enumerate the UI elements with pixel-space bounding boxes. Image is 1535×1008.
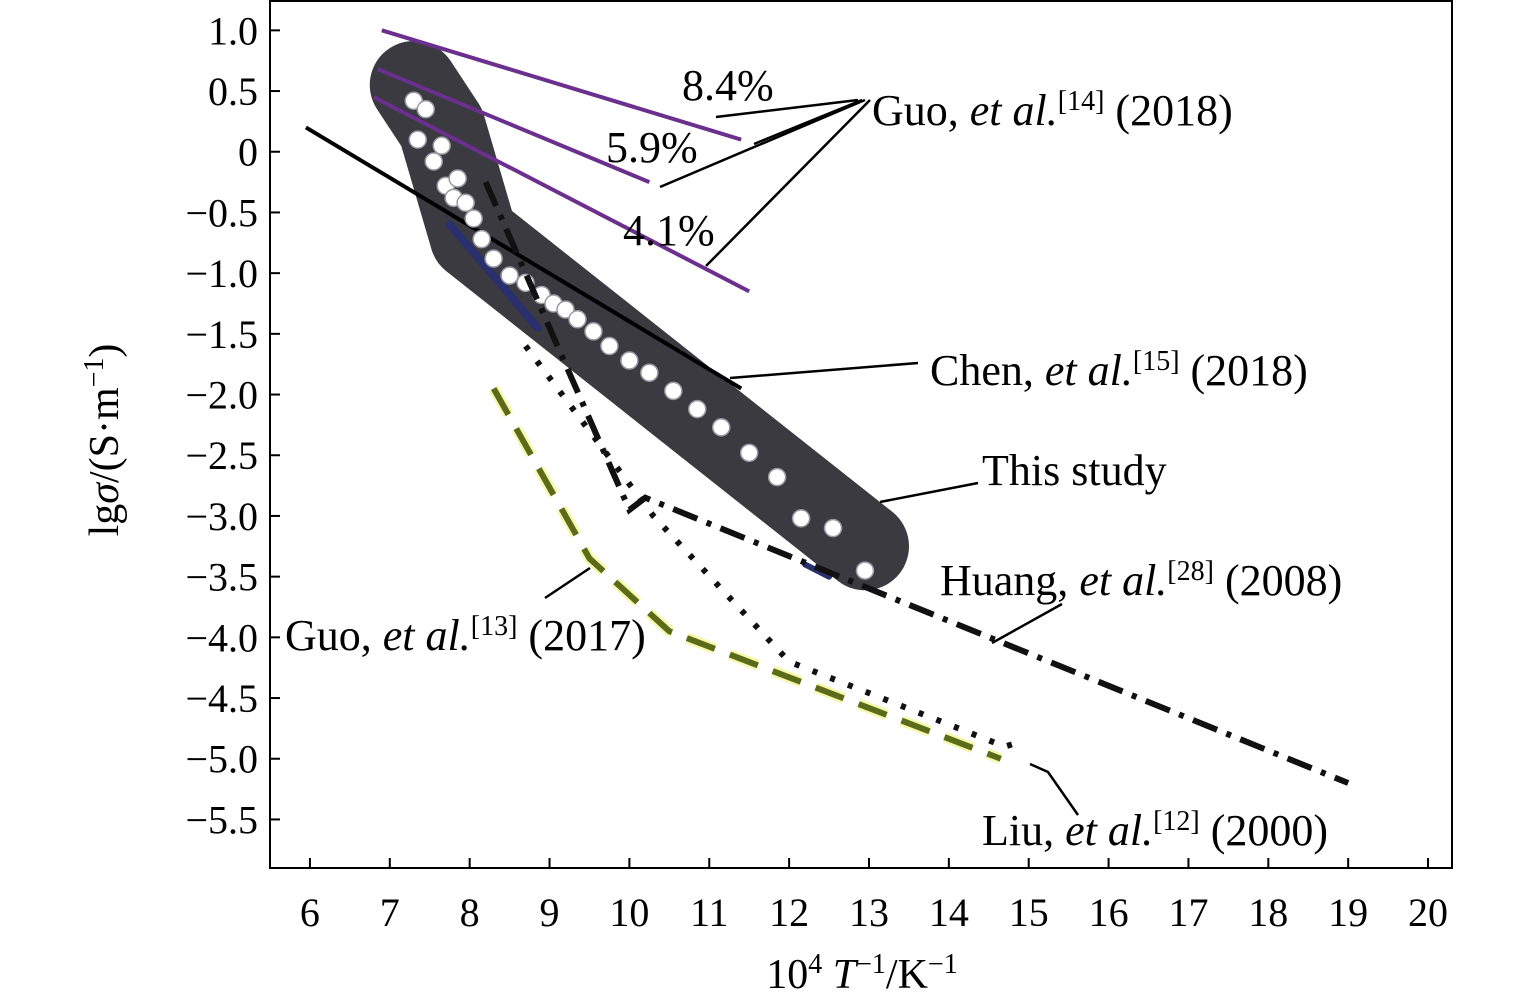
this-study-point [823,518,843,538]
annotation-guo14: Guo, et al.[14] (2018) [872,86,1233,136]
series-line [377,67,651,184]
axes: 6 7 8 9 10 11 12 13 14 15 16 17 18 19 20 1.0 0.5 0 −0.5 −1.… [185,0,1453,935]
leader-line [753,98,863,146]
plot-frame [269,0,1453,869]
leader-line [729,361,919,380]
x-tick-label: 14 [929,890,969,935]
this-study-point [711,418,731,437]
y-tick-label: 0.5 [208,69,258,114]
y-tick-label: −4.5 [185,676,258,721]
annotations: 8.4% 5.9% 4.1% Guo, et al.[14] (2018) Chen, … [285,61,1342,855]
y-tick-label: −5.5 [185,797,258,842]
this-study-point [767,467,787,487]
x-tick-label: 7 [380,890,400,935]
y-axis-title: lgσ/(S·m−1) [79,344,129,537]
this-study-point [484,249,503,268]
this-study-point [688,399,707,419]
x-tick-label: 15 [1009,890,1049,935]
x-axis-title: 104 T−1/K−1 [766,949,957,999]
x-tick-label: 6 [300,890,320,935]
leader-line [991,602,1063,645]
x-tick-label: 18 [1248,890,1288,935]
this-study-point [500,266,519,285]
series-line [523,344,1026,750]
y-tick-label: −3.5 [185,555,258,600]
band-blue-edge [445,220,542,332]
this-study-point [408,130,427,149]
this-study-point [664,381,683,401]
y-tick-label: −5.0 [185,737,258,782]
this-study-point [568,310,587,329]
y-tick-label: −4.0 [185,615,258,660]
annotation-huang28: Huang, et al.[28] (2008) [940,556,1342,606]
this-study-point [472,229,491,249]
this-study-point [600,336,619,356]
x-tick-label: 20 [1408,890,1448,935]
series-line [381,28,742,142]
y-tick-label: −2.0 [185,373,258,418]
series-group [304,28,1350,786]
y-tick-label: −3.0 [185,494,258,539]
leader-line [659,98,866,189]
series-line [372,95,751,294]
y-tick-label: −0.5 [185,190,258,235]
this-study-point [620,351,639,370]
this-study-point [791,509,811,528]
y-tick-label: 0 [238,130,258,175]
x-tick-label: 19 [1328,890,1368,935]
y-tick-label: −2.5 [185,433,258,478]
this-study-point [464,209,483,228]
series-line [482,180,1350,786]
x-tick-label: 8 [460,890,480,935]
leader-line [1029,762,1080,816]
leader-line [705,99,871,267]
annotation-pct41: 4.1% [623,206,715,255]
this-study-point [640,363,659,382]
x-tick-label: 16 [1089,890,1129,935]
y-tick-label: −1.5 [185,312,258,357]
annotation-pct84: 8.4% [682,61,774,110]
this-study-point [556,300,575,319]
this-study-point [739,443,759,463]
annotation-guo13: Guo, et al.[13] (2017) [285,611,646,661]
this-study-point [448,169,467,188]
this-study-point [424,152,443,171]
annotation-chen15: Chen, et al.[15] (2018) [930,346,1308,396]
x-tick-label: 11 [690,890,729,935]
annotation-pct59: 5.9% [606,123,698,172]
this-study-point [584,322,603,341]
x-tick-label: 12 [769,890,809,935]
x-tick-label: 13 [849,890,889,935]
this-study-point [456,193,475,212]
series-line [491,387,1002,762]
annotation-thisstudy: This study [982,446,1167,495]
x-tick-label: 17 [1168,890,1208,935]
leader-line [879,481,979,504]
x-tick-label: 10 [609,890,649,935]
this-study-point [432,136,451,155]
annotation-liu12: Liu, et al.[12] (2000) [982,806,1328,856]
y-tick-label: −1.0 [185,251,258,296]
y-tick-label: 1.0 [208,8,258,53]
leader-line [715,98,859,119]
x-tick-label: 9 [540,890,560,935]
leader-line [544,566,591,600]
leader-lines [544,98,1080,816]
this-study-point [855,561,875,580]
series-line [304,125,743,391]
this-study-point [416,100,435,119]
